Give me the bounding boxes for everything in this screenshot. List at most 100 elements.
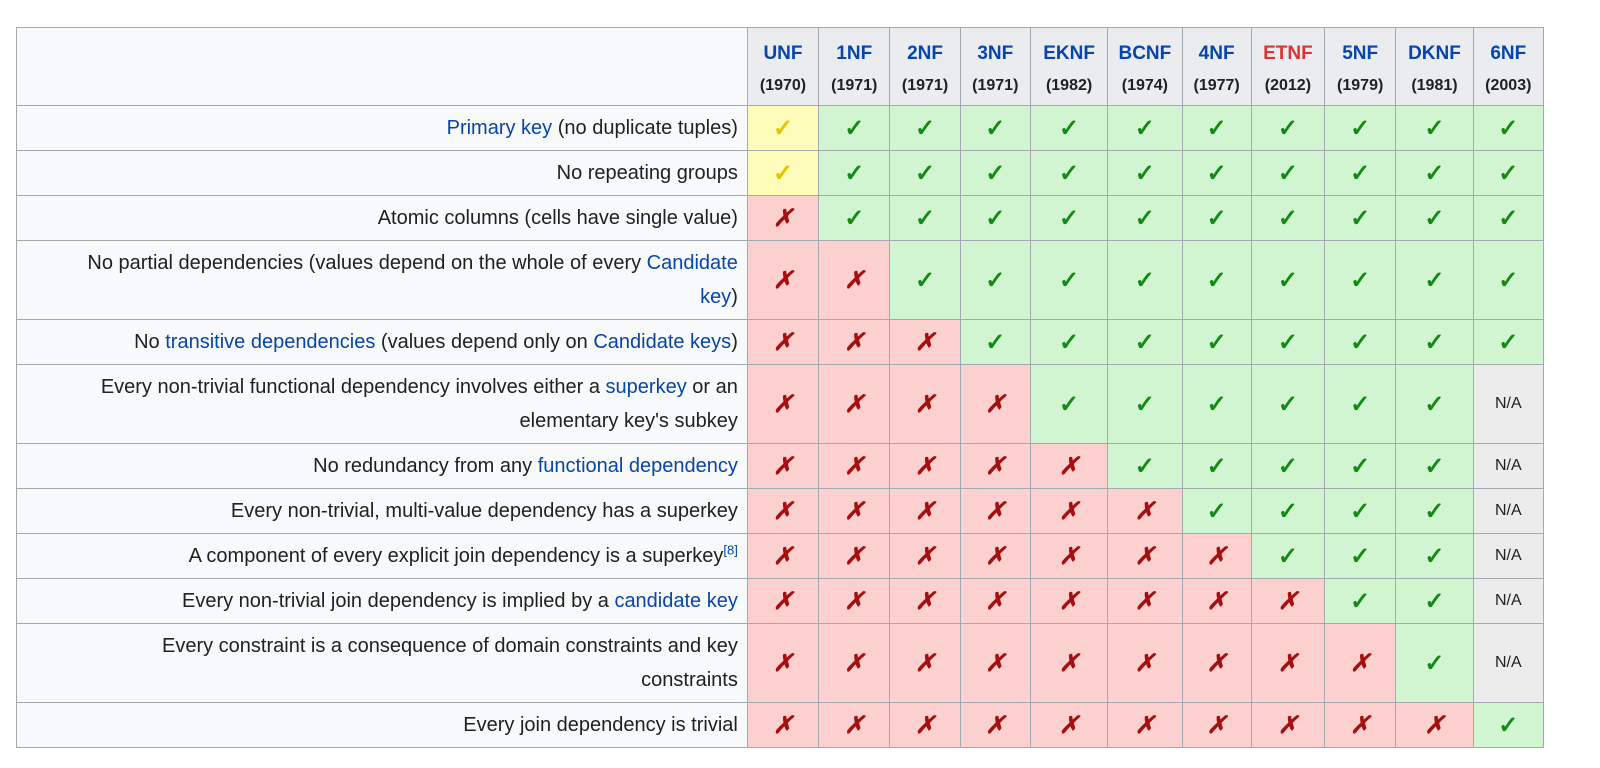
normal-form-link-1nf[interactable]: 1NF	[836, 43, 873, 64]
normal-form-link-dknf[interactable]: DKNF	[1408, 43, 1461, 64]
cross-icon: ✗	[1206, 587, 1227, 615]
cross-icon: ✗	[1059, 542, 1080, 570]
status-cell-yes: ✓	[1395, 488, 1474, 534]
check-icon: ✓	[1277, 204, 1298, 232]
check-icon: ✓	[1350, 542, 1371, 570]
check-icon: ✓	[1424, 266, 1445, 294]
table-row: No transitive dependencies (values depen…	[16, 319, 1545, 365]
normal-form-link-5nf[interactable]: 5NF	[1342, 43, 1379, 64]
label-text: Every join dependency is trivial	[463, 714, 738, 736]
status-cell-no: ✗	[889, 623, 961, 703]
status-cell-yes: ✓	[1029, 105, 1109, 151]
status-cell-no: ✗	[746, 702, 820, 748]
cross-icon: ✗	[1134, 649, 1155, 677]
table-row: Atomic columns (cells have single value)…	[16, 195, 1545, 241]
not-applicable-text: N/A	[1494, 502, 1522, 519]
status-cell-yes: ✓	[1107, 195, 1183, 241]
status-cell-no: ✗	[1395, 702, 1474, 748]
status-cell-yes: ✓	[1395, 105, 1474, 151]
wiki-link[interactable]: Candidate keys	[593, 331, 732, 353]
check-icon: ✓	[914, 204, 936, 232]
status-cell-no: ✗	[746, 623, 820, 703]
column-header-4nf: 4NF (1977)	[1181, 27, 1252, 106]
wiki-link[interactable]: superkey	[605, 376, 687, 398]
status-cell-yes: ✓	[1250, 443, 1326, 489]
check-icon: ✓	[1350, 497, 1371, 525]
check-icon: ✓	[1134, 114, 1155, 142]
status-cell-no: ✗	[818, 443, 891, 489]
normal-form-link-3nf[interactable]: 3NF	[977, 43, 1014, 64]
status-cell-yes: ✓	[1250, 105, 1326, 151]
cross-icon: ✗	[844, 328, 865, 356]
cross-icon: ✗	[985, 390, 1006, 418]
check-icon: ✓	[1134, 452, 1155, 480]
status-cell-no: ✗	[818, 623, 891, 703]
status-cell-yes: ✓	[1107, 150, 1183, 196]
cross-icon: ✗	[844, 587, 865, 615]
not-applicable-text: N/A	[1494, 457, 1522, 474]
status-cell-yes: ✓	[1324, 533, 1397, 579]
check-icon: ✓	[1350, 204, 1371, 232]
table-row: Every non-trivial join dependency is imp…	[16, 578, 1545, 624]
label-text: A component of every explicit join depen…	[188, 545, 724, 567]
cross-icon: ✗	[985, 452, 1006, 480]
normal-form-year: (1979)	[1337, 77, 1384, 94]
cross-icon: ✗	[1277, 711, 1298, 739]
check-icon: ✓	[1059, 159, 1080, 187]
check-icon: ✓	[1424, 497, 1445, 525]
status-cell-yes: ✓	[1181, 319, 1252, 365]
status-cell-yes: ✓	[1324, 443, 1397, 489]
status-cell-no: ✗	[818, 702, 891, 748]
status-cell-yes: ✓	[1250, 240, 1326, 320]
cross-icon: ✗	[1277, 649, 1298, 677]
wiki-link[interactable]: candidate key	[614, 590, 738, 612]
row-label: Atomic columns (cells have single value)	[16, 195, 748, 241]
wiki-link[interactable]: key	[700, 286, 732, 308]
row-label: Primary key (no duplicate tuples)	[16, 105, 748, 151]
status-cell-yes: ✓	[818, 105, 891, 151]
check-icon: ✓	[914, 114, 936, 142]
normal-form-link-unf[interactable]: UNF	[763, 43, 803, 64]
normal-form-link-2nf[interactable]: 2NF	[907, 43, 943, 64]
normal-form-link-etnf[interactable]: ETNF	[1263, 43, 1313, 64]
label-text: (no duplicate tuples)	[552, 117, 738, 139]
check-icon: ✓	[1424, 159, 1445, 187]
cross-icon: ✗	[772, 452, 794, 480]
status-cell-partial: ✓	[746, 150, 820, 196]
status-cell-yes: ✓	[1029, 364, 1109, 444]
wiki-link[interactable]: transitive dependencies	[165, 331, 376, 353]
check-icon: ✓	[1206, 452, 1227, 480]
status-cell-yes: ✓	[818, 195, 891, 241]
normal-form-link-bcnf[interactable]: BCNF	[1118, 43, 1172, 64]
status-cell-no: ✗	[1250, 623, 1326, 703]
status-cell-no: ✗	[1250, 702, 1326, 748]
status-cell-no: ✗	[746, 319, 820, 365]
check-icon: ✓	[844, 159, 865, 187]
status-cell-no: ✗	[959, 702, 1031, 748]
normal-form-link-4nf[interactable]: 4NF	[1198, 43, 1235, 64]
status-cell-no: ✗	[1107, 578, 1183, 624]
status-cell-yes: ✓	[1250, 533, 1326, 579]
status-cell-no: ✗	[889, 533, 961, 579]
normal-form-link-6nf[interactable]: 6NF	[1490, 43, 1527, 64]
reference-link[interactable]: [8]	[723, 542, 738, 558]
normal-form-link-eknf[interactable]: EKNF	[1043, 43, 1095, 64]
check-icon: ✓	[1424, 649, 1445, 677]
status-cell-yes: ✓	[889, 105, 961, 151]
check-icon: ✓	[1498, 328, 1519, 356]
check-icon: ✓	[844, 204, 865, 232]
wiki-link[interactable]: Primary key	[446, 117, 553, 139]
column-header-3nf: 3NF (1971)	[959, 27, 1031, 106]
wiki-link[interactable]: Candidate	[646, 252, 738, 274]
check-icon: ✓	[1206, 204, 1227, 232]
cross-icon: ✗	[914, 649, 936, 677]
status-cell-yes: ✓	[1250, 364, 1326, 444]
table-row: No repeating groups ✓ ✓ ✓ ✓ ✓ ✓ ✓ ✓ ✓ ✓ ✓	[16, 150, 1545, 196]
label-text: (values depend only on	[375, 331, 594, 353]
status-cell-yes: ✓	[889, 240, 961, 320]
check-icon: ✓	[1424, 204, 1445, 232]
status-cell-no: ✗	[1107, 533, 1183, 579]
wiki-link[interactable]: functional dependency	[537, 455, 738, 477]
column-header-etnf: ETNF (2012)	[1250, 27, 1326, 106]
status-cell-na: N/A	[1472, 488, 1545, 534]
